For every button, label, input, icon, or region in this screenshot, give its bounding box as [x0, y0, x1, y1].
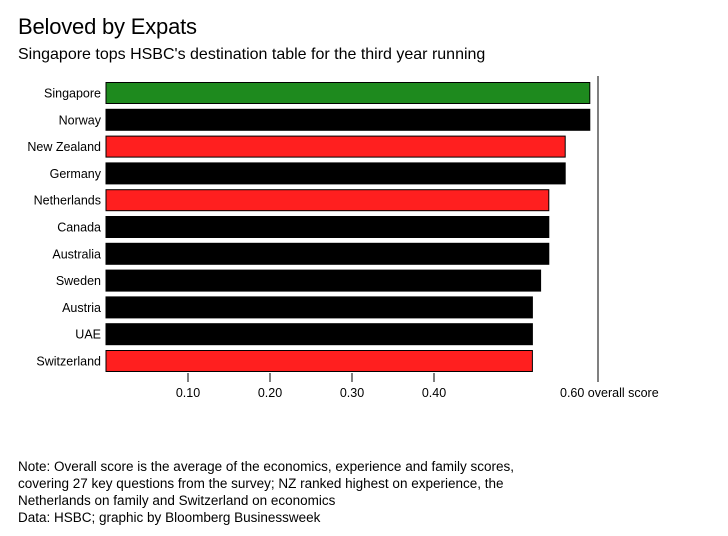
bar-australia	[105, 242, 550, 265]
category-label-norway: Norway	[59, 113, 102, 127]
category-label-singapore: Singapore	[44, 87, 101, 101]
bar-austria	[105, 296, 533, 319]
category-label-switzerland: Switzerland	[36, 355, 101, 369]
chart-title: Beloved by Expats	[18, 14, 197, 39]
category-label-netherlands: Netherlands	[34, 194, 101, 208]
bar-germany	[105, 162, 566, 185]
category-label-austria: Austria	[62, 301, 101, 315]
category-label-germany: Germany	[50, 167, 102, 181]
bar-netherlands	[105, 189, 550, 212]
note-line-1: Note: Overall score is the average of th…	[18, 459, 514, 474]
bar-uae	[105, 323, 533, 346]
note-line-3: Netherlands on family and Switzerland on…	[18, 493, 336, 508]
x-tick-label-3: 0.40	[422, 386, 446, 400]
x-tick-label-4: 0.60 overall score	[560, 386, 659, 400]
note-line-2: covering 27 key questions from the surve…	[18, 476, 504, 491]
bar-norway	[105, 108, 591, 131]
x-tick-label-2: 0.30	[340, 386, 364, 400]
category-label-sweden: Sweden	[56, 274, 101, 288]
category-label-canada: Canada	[57, 221, 101, 235]
bar-chart: Singapore Norway New Zealand Germany Netherl…	[27, 76, 659, 400]
x-tick-label-1: 0.20	[258, 386, 282, 400]
bar-new-zealand	[105, 135, 566, 158]
bar-canada	[105, 216, 550, 238]
x-tick-label-0: 0.10	[176, 386, 200, 400]
category-label-uae: UAE	[75, 328, 101, 342]
footnote: Note: Overall score is the average of th…	[18, 458, 578, 526]
bar-sweden	[105, 269, 542, 292]
source-line: Data: HSBC; graphic by Bloomberg Busines…	[18, 510, 321, 525]
bar-singapore	[105, 82, 591, 104]
category-label-australia: Australia	[52, 247, 101, 261]
bar-switzerland	[105, 350, 533, 372]
chart-subtitle: Singapore tops HSBC's destination table …	[18, 46, 486, 63]
category-label-new-zealand: New Zealand	[27, 140, 101, 154]
